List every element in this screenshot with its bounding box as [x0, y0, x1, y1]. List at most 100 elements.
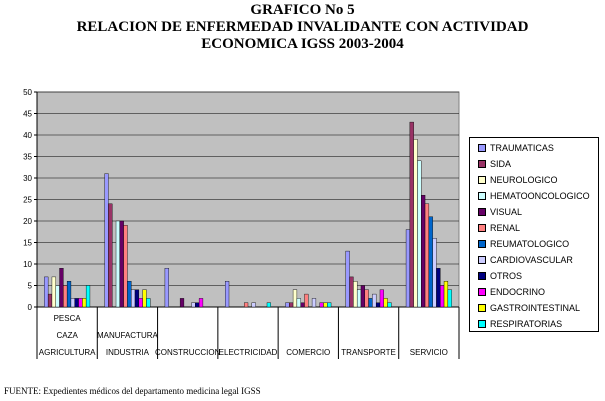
bar-gastrointestinal-4 — [323, 302, 328, 308]
bar-cardiovascular-0 — [70, 298, 75, 308]
bar-sida-5 — [349, 276, 354, 308]
bar-renal-0 — [63, 285, 68, 308]
bar-visual-5 — [360, 285, 365, 308]
legend-item-gastrointestinal: GASTROINTESTINAL — [478, 302, 580, 314]
legend-label: GASTROINTESTINAL — [490, 303, 581, 313]
bar-respiratorias-4 — [327, 302, 332, 308]
x-category-label-4-0: COMERCIO — [286, 348, 330, 357]
bar-hematooncologico-4 — [296, 298, 301, 308]
y-tick-label-7: 35 — [23, 153, 32, 162]
x-category-label-0-0: AGRICULTURA — [39, 348, 96, 357]
legend-swatch — [478, 240, 486, 248]
x-category-label-1-0: INDUSTRIA — [106, 348, 150, 357]
bar-endocrino-5 — [379, 289, 384, 308]
bar-hematooncologico-0 — [55, 285, 60, 308]
x-category-label-6-0: SERVICIO — [410, 348, 448, 357]
legend-item-traumaticas: TRAUMATICAS — [478, 142, 554, 154]
chart-legend: TRAUMATICAS SIDA NEUROLOGICO HEMATOONCOLOGI… — [469, 137, 599, 332]
bar-sida-1 — [108, 203, 113, 308]
bar-traumaticas-3 — [224, 281, 230, 308]
y-tick-label-6: 30 — [23, 174, 32, 183]
bar-otros-2 — [195, 302, 200, 308]
bar-cardiovascular-1 — [131, 289, 136, 308]
source-note: FUENTE: Expedientes médicos del departam… — [4, 386, 261, 396]
bar-sida-0 — [47, 293, 53, 308]
legend-label: TRAUMATICAS — [490, 143, 554, 153]
y-tick-label-4: 20 — [23, 217, 32, 226]
bar-cardiovascular-4 — [311, 298, 317, 308]
chart-title: GRAFICO No 5 — [250, 2, 355, 18]
bar-otros-1 — [134, 289, 140, 308]
legend-label: REUMATOLOGICO — [490, 239, 570, 249]
bar-renal-6 — [424, 203, 430, 308]
legend-label: NEUROLOGICO — [490, 175, 558, 185]
legend-swatch — [478, 320, 486, 328]
bar-gastrointestinal-1 — [142, 289, 147, 308]
bar-renal-5 — [364, 289, 369, 308]
bar-respiratorias-6 — [447, 289, 452, 308]
y-tick-label-8: 40 — [23, 131, 32, 140]
y-tick-label-0: 0 — [28, 303, 33, 312]
bar-respiratorias-0 — [85, 285, 91, 308]
legend-item-respiratorias: RESPIRATORIAS — [478, 318, 562, 330]
legend-label: OTROS — [490, 271, 523, 281]
bar-otros-6 — [436, 268, 441, 308]
bar-traumaticas-4 — [285, 302, 290, 308]
legend-label: HEMATOONCOLOGICO — [490, 191, 590, 201]
bar-traumaticas-6 — [405, 229, 411, 308]
bar-neurologico-5 — [353, 281, 358, 308]
bar-visual-0 — [59, 268, 64, 308]
legend-label: RENAL — [490, 223, 521, 233]
legend-swatch — [478, 144, 486, 152]
bar-neurologico-6 — [413, 139, 418, 308]
bar-renal-3 — [243, 302, 249, 308]
bar-sida-6 — [409, 121, 414, 308]
bar-otros-5 — [375, 302, 381, 308]
legend-item-hematooncologico: HEMATOONCOLOGICO — [478, 190, 590, 202]
bar-cardiovascular-3 — [251, 302, 256, 308]
bar-endocrino-6 — [440, 285, 445, 308]
chart-subtitle-line-2: ECONOMICA IGSS 2003-2004 — [201, 36, 404, 52]
bar-endocrino-1 — [138, 298, 143, 308]
legend-item-otros: OTROS — [478, 270, 522, 282]
y-tick-label-9: 45 — [23, 110, 32, 119]
bar-neurologico-4 — [292, 289, 298, 308]
legend-swatch — [478, 160, 486, 168]
bar-cardiovascular-5 — [372, 293, 377, 308]
y-tick-label-1: 5 — [28, 282, 33, 291]
x-category-label-0-2: PESCA — [54, 314, 82, 323]
bar-hematooncologico-5 — [356, 289, 362, 308]
legend-swatch — [478, 256, 486, 264]
legend-swatch — [478, 304, 486, 312]
legend-label: SIDA — [490, 159, 512, 169]
bar-gastrointestinal-0 — [82, 298, 87, 308]
bar-renal-1 — [123, 225, 128, 308]
bar-hematooncologico-1 — [115, 220, 121, 308]
bar-endocrino-2 — [198, 298, 204, 308]
bar-traumaticas-5 — [345, 250, 350, 308]
x-category-label-2-0: CONSTRUCCION — [155, 348, 221, 357]
bar-respiratorias-5 — [387, 302, 392, 308]
bar-reumatologico-1 — [127, 281, 132, 308]
x-category-label-0-1: CAZA — [56, 331, 78, 340]
x-category-label-1-1: MANUFACTURA — [97, 331, 159, 340]
legend-swatch — [478, 288, 486, 296]
legend-swatch — [478, 208, 486, 216]
bar-endocrino-4 — [319, 302, 324, 308]
bar-sida-4 — [289, 302, 294, 308]
y-tick-label-5: 25 — [23, 196, 32, 205]
legend-swatch — [478, 272, 486, 280]
bar-reumatologico-6 — [428, 216, 433, 308]
legend-label: VISUAL — [490, 207, 523, 217]
legend-label: RESPIRATORIAS — [490, 319, 563, 329]
bar-reumatologico-0 — [66, 281, 72, 308]
legend-swatch — [478, 224, 486, 232]
bar-respiratorias-3 — [266, 302, 271, 308]
legend-item-cardiovascular: CARDIOVASCULAR — [478, 254, 573, 266]
bar-visual-4 — [300, 302, 305, 308]
bar-cardiovascular-2 — [191, 302, 196, 308]
bar-endocrino-0 — [78, 298, 83, 308]
y-tick-label-10: 50 — [23, 88, 32, 97]
bar-renal-4 — [304, 293, 309, 308]
legend-item-neurologico: NEUROLOGICO — [478, 174, 558, 186]
